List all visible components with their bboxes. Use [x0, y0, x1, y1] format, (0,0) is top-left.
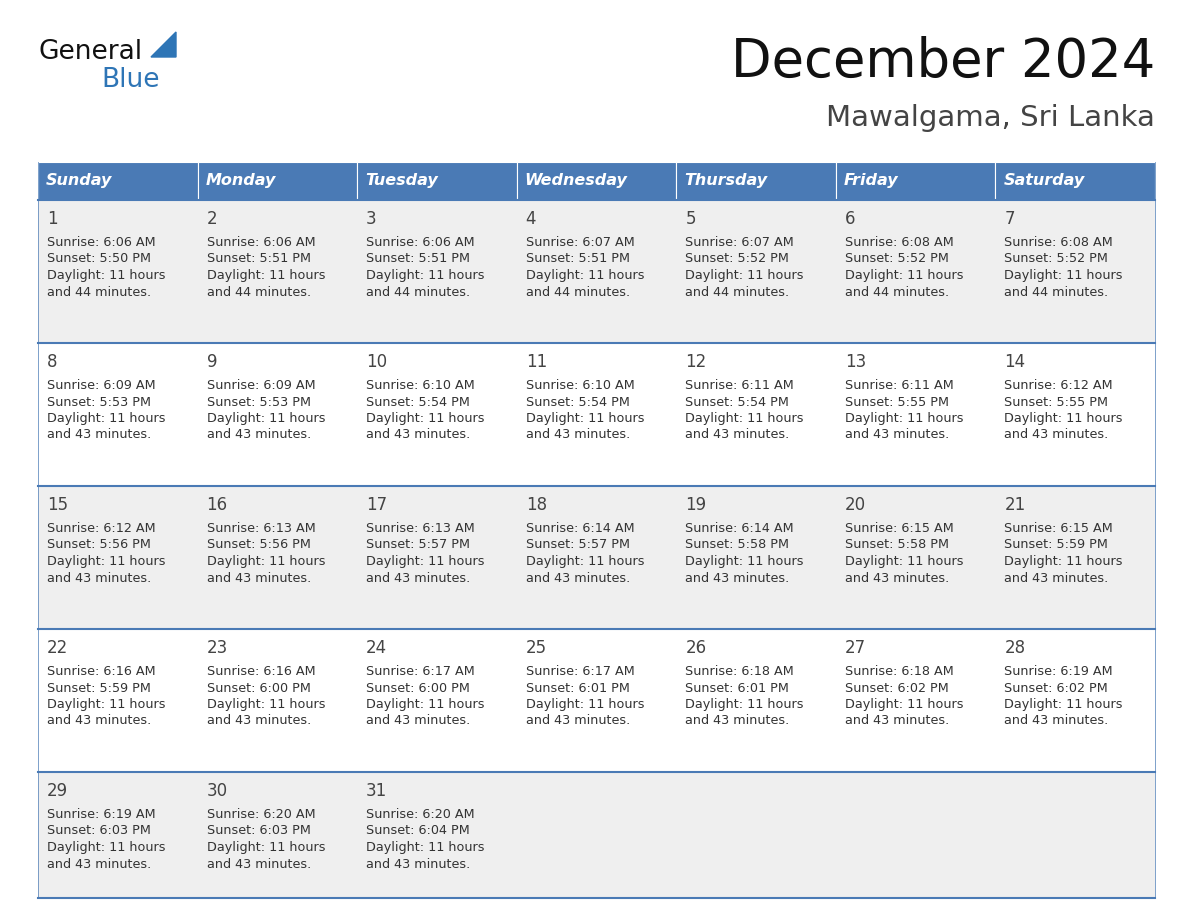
Text: Sunrise: 6:17 AM
Sunset: 6:00 PM
Daylight: 11 hours
and 43 minutes.: Sunrise: 6:17 AM Sunset: 6:00 PM Dayligh…	[366, 665, 485, 727]
Text: Sunrise: 6:14 AM
Sunset: 5:57 PM
Daylight: 11 hours
and 43 minutes.: Sunrise: 6:14 AM Sunset: 5:57 PM Dayligh…	[526, 522, 644, 585]
Text: Sunrise: 6:08 AM
Sunset: 5:52 PM
Daylight: 11 hours
and 44 minutes.: Sunrise: 6:08 AM Sunset: 5:52 PM Dayligh…	[845, 236, 963, 298]
Bar	[38, 772, 1155, 898]
Text: 9: 9	[207, 353, 217, 371]
Text: 5: 5	[685, 210, 696, 228]
Text: December 2024: December 2024	[731, 36, 1155, 88]
Text: Sunrise: 6:15 AM
Sunset: 5:58 PM
Daylight: 11 hours
and 43 minutes.: Sunrise: 6:15 AM Sunset: 5:58 PM Dayligh…	[845, 522, 963, 585]
Text: 8: 8	[48, 353, 57, 371]
Text: Sunrise: 6:12 AM
Sunset: 5:55 PM
Daylight: 11 hours
and 43 minutes.: Sunrise: 6:12 AM Sunset: 5:55 PM Dayligh…	[1004, 379, 1123, 442]
Text: Sunrise: 6:20 AM
Sunset: 6:04 PM
Daylight: 11 hours
and 43 minutes.: Sunrise: 6:20 AM Sunset: 6:04 PM Dayligh…	[366, 808, 485, 870]
Text: 10: 10	[366, 353, 387, 371]
Bar	[676, 162, 836, 200]
Text: Mawalgama, Sri Lanka: Mawalgama, Sri Lanka	[826, 104, 1155, 132]
Text: Tuesday: Tuesday	[365, 174, 438, 188]
Bar	[38, 486, 1155, 629]
Text: 2: 2	[207, 210, 217, 228]
Text: 24: 24	[366, 639, 387, 657]
Text: Sunrise: 6:17 AM
Sunset: 6:01 PM
Daylight: 11 hours
and 43 minutes.: Sunrise: 6:17 AM Sunset: 6:01 PM Dayligh…	[526, 665, 644, 727]
Text: Sunrise: 6:18 AM
Sunset: 6:02 PM
Daylight: 11 hours
and 43 minutes.: Sunrise: 6:18 AM Sunset: 6:02 PM Dayligh…	[845, 665, 963, 727]
Text: 30: 30	[207, 782, 228, 800]
Text: Sunrise: 6:10 AM
Sunset: 5:54 PM
Daylight: 11 hours
and 43 minutes.: Sunrise: 6:10 AM Sunset: 5:54 PM Dayligh…	[366, 379, 485, 442]
Text: Blue: Blue	[101, 67, 159, 93]
Text: 7: 7	[1004, 210, 1015, 228]
Text: Sunrise: 6:18 AM
Sunset: 6:01 PM
Daylight: 11 hours
and 43 minutes.: Sunrise: 6:18 AM Sunset: 6:01 PM Dayligh…	[685, 665, 804, 727]
Bar	[836, 162, 996, 200]
Bar	[38, 629, 1155, 772]
Text: 28: 28	[1004, 639, 1025, 657]
Text: Sunrise: 6:12 AM
Sunset: 5:56 PM
Daylight: 11 hours
and 43 minutes.: Sunrise: 6:12 AM Sunset: 5:56 PM Dayligh…	[48, 522, 165, 585]
Text: General: General	[38, 39, 143, 65]
Text: 19: 19	[685, 496, 707, 514]
Text: Sunrise: 6:19 AM
Sunset: 6:02 PM
Daylight: 11 hours
and 43 minutes.: Sunrise: 6:19 AM Sunset: 6:02 PM Dayligh…	[1004, 665, 1123, 727]
Text: Sunrise: 6:06 AM
Sunset: 5:51 PM
Daylight: 11 hours
and 44 minutes.: Sunrise: 6:06 AM Sunset: 5:51 PM Dayligh…	[207, 236, 326, 298]
Text: Monday: Monday	[206, 174, 276, 188]
Text: Thursday: Thursday	[684, 174, 767, 188]
Text: 11: 11	[526, 353, 546, 371]
Text: 12: 12	[685, 353, 707, 371]
Text: 31: 31	[366, 782, 387, 800]
Text: 18: 18	[526, 496, 546, 514]
Text: 13: 13	[845, 353, 866, 371]
Text: 29: 29	[48, 782, 68, 800]
Text: Sunrise: 6:11 AM
Sunset: 5:55 PM
Daylight: 11 hours
and 43 minutes.: Sunrise: 6:11 AM Sunset: 5:55 PM Dayligh…	[845, 379, 963, 442]
Text: 15: 15	[48, 496, 68, 514]
Text: 3: 3	[366, 210, 377, 228]
Text: Sunrise: 6:07 AM
Sunset: 5:51 PM
Daylight: 11 hours
and 44 minutes.: Sunrise: 6:07 AM Sunset: 5:51 PM Dayligh…	[526, 236, 644, 298]
Text: Sunrise: 6:11 AM
Sunset: 5:54 PM
Daylight: 11 hours
and 43 minutes.: Sunrise: 6:11 AM Sunset: 5:54 PM Dayligh…	[685, 379, 804, 442]
Text: Sunrise: 6:06 AM
Sunset: 5:50 PM
Daylight: 11 hours
and 44 minutes.: Sunrise: 6:06 AM Sunset: 5:50 PM Dayligh…	[48, 236, 165, 298]
Text: Sunrise: 6:13 AM
Sunset: 5:57 PM
Daylight: 11 hours
and 43 minutes.: Sunrise: 6:13 AM Sunset: 5:57 PM Dayligh…	[366, 522, 485, 585]
Bar	[358, 162, 517, 200]
Text: Sunrise: 6:20 AM
Sunset: 6:03 PM
Daylight: 11 hours
and 43 minutes.: Sunrise: 6:20 AM Sunset: 6:03 PM Dayligh…	[207, 808, 326, 870]
Text: Sunrise: 6:09 AM
Sunset: 5:53 PM
Daylight: 11 hours
and 43 minutes.: Sunrise: 6:09 AM Sunset: 5:53 PM Dayligh…	[48, 379, 165, 442]
Bar	[996, 162, 1155, 200]
Text: Sunrise: 6:15 AM
Sunset: 5:59 PM
Daylight: 11 hours
and 43 minutes.: Sunrise: 6:15 AM Sunset: 5:59 PM Dayligh…	[1004, 522, 1123, 585]
Text: 27: 27	[845, 639, 866, 657]
Bar	[38, 200, 1155, 343]
Bar	[197, 162, 358, 200]
Text: 16: 16	[207, 496, 228, 514]
Text: Sunrise: 6:07 AM
Sunset: 5:52 PM
Daylight: 11 hours
and 44 minutes.: Sunrise: 6:07 AM Sunset: 5:52 PM Dayligh…	[685, 236, 804, 298]
Text: Friday: Friday	[843, 174, 898, 188]
Polygon shape	[151, 32, 176, 57]
Text: 21: 21	[1004, 496, 1025, 514]
Text: Sunrise: 6:09 AM
Sunset: 5:53 PM
Daylight: 11 hours
and 43 minutes.: Sunrise: 6:09 AM Sunset: 5:53 PM Dayligh…	[207, 379, 326, 442]
Text: 22: 22	[48, 639, 68, 657]
Text: 14: 14	[1004, 353, 1025, 371]
Bar	[38, 162, 197, 200]
Text: 23: 23	[207, 639, 228, 657]
Bar	[38, 343, 1155, 486]
Text: 1: 1	[48, 210, 58, 228]
Text: 17: 17	[366, 496, 387, 514]
Text: Sunrise: 6:08 AM
Sunset: 5:52 PM
Daylight: 11 hours
and 44 minutes.: Sunrise: 6:08 AM Sunset: 5:52 PM Dayligh…	[1004, 236, 1123, 298]
Text: Sunrise: 6:19 AM
Sunset: 6:03 PM
Daylight: 11 hours
and 43 minutes.: Sunrise: 6:19 AM Sunset: 6:03 PM Dayligh…	[48, 808, 165, 870]
Bar	[517, 162, 676, 200]
Text: Sunrise: 6:16 AM
Sunset: 5:59 PM
Daylight: 11 hours
and 43 minutes.: Sunrise: 6:16 AM Sunset: 5:59 PM Dayligh…	[48, 665, 165, 727]
Text: Saturday: Saturday	[1004, 174, 1085, 188]
Text: 26: 26	[685, 639, 707, 657]
Text: Sunrise: 6:16 AM
Sunset: 6:00 PM
Daylight: 11 hours
and 43 minutes.: Sunrise: 6:16 AM Sunset: 6:00 PM Dayligh…	[207, 665, 326, 727]
Text: 6: 6	[845, 210, 855, 228]
Text: Sunday: Sunday	[46, 174, 113, 188]
Text: Sunrise: 6:10 AM
Sunset: 5:54 PM
Daylight: 11 hours
and 43 minutes.: Sunrise: 6:10 AM Sunset: 5:54 PM Dayligh…	[526, 379, 644, 442]
Text: Sunrise: 6:06 AM
Sunset: 5:51 PM
Daylight: 11 hours
and 44 minutes.: Sunrise: 6:06 AM Sunset: 5:51 PM Dayligh…	[366, 236, 485, 298]
Text: Wednesday: Wednesday	[525, 174, 627, 188]
Text: 25: 25	[526, 639, 546, 657]
Text: 20: 20	[845, 496, 866, 514]
Text: Sunrise: 6:13 AM
Sunset: 5:56 PM
Daylight: 11 hours
and 43 minutes.: Sunrise: 6:13 AM Sunset: 5:56 PM Dayligh…	[207, 522, 326, 585]
Text: Sunrise: 6:14 AM
Sunset: 5:58 PM
Daylight: 11 hours
and 43 minutes.: Sunrise: 6:14 AM Sunset: 5:58 PM Dayligh…	[685, 522, 804, 585]
Text: 4: 4	[526, 210, 536, 228]
